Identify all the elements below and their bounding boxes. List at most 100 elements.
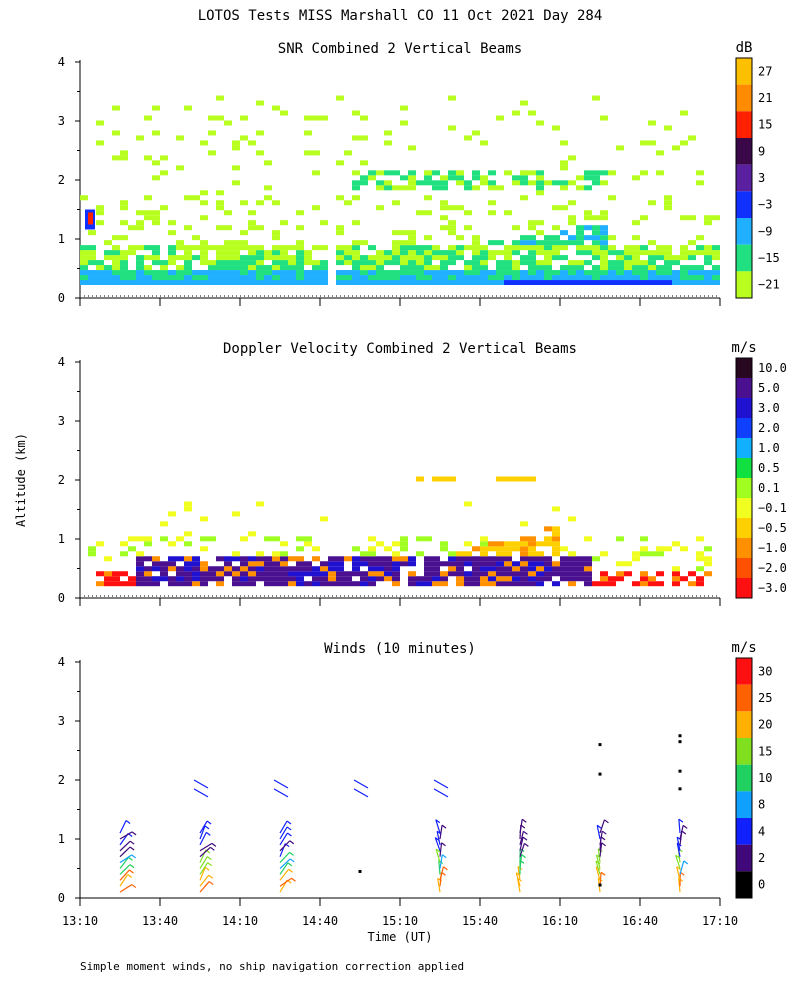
snr-cell — [368, 260, 376, 265]
snr-cell — [640, 170, 648, 175]
doppler-cell — [368, 581, 376, 586]
doppler-cell — [368, 566, 376, 571]
calm-marker — [359, 870, 362, 873]
snr-cell — [360, 180, 368, 185]
snr-cell — [256, 275, 264, 280]
snr-cell — [80, 255, 88, 260]
colorbar-label: 30 — [758, 664, 772, 678]
doppler-cell — [560, 561, 568, 566]
doppler-cell — [512, 576, 520, 581]
snr-cell — [128, 275, 136, 280]
doppler-cell — [288, 581, 296, 586]
doppler-cell — [448, 551, 456, 556]
snr-cell — [96, 140, 104, 145]
doppler-cell — [456, 566, 464, 571]
snr-cell — [352, 240, 360, 245]
doppler-cell — [184, 501, 192, 506]
wind-barb-flag — [523, 837, 527, 840]
snr-cell — [656, 265, 664, 270]
snr-cell — [208, 130, 216, 135]
y-tick-label: 1 — [58, 532, 65, 546]
doppler-cell — [416, 551, 424, 556]
doppler-cell — [248, 581, 256, 586]
snr-cell — [592, 175, 600, 180]
x-tick-label: 15:40 — [462, 914, 498, 928]
snr-cell — [240, 255, 248, 260]
snr-cell — [696, 265, 704, 270]
snr-cell — [488, 240, 496, 245]
doppler-cell — [216, 556, 224, 561]
doppler-cell — [640, 546, 648, 551]
doppler-cell — [392, 571, 400, 576]
y-tick-label: 0 — [58, 291, 65, 305]
doppler-cell — [144, 576, 152, 581]
snr-cell — [680, 255, 688, 260]
snr-cell — [624, 245, 632, 250]
calm-marker — [599, 773, 602, 776]
doppler-cell — [480, 566, 488, 571]
snr-cell — [424, 275, 432, 280]
snr-cell — [96, 270, 104, 275]
colorbar-swatch — [736, 378, 752, 398]
doppler-cell — [680, 546, 688, 551]
snr-cell — [640, 260, 648, 265]
snr-cell — [488, 185, 496, 190]
doppler-cell — [568, 576, 576, 581]
colorbar-swatch — [736, 358, 752, 378]
snr-cell — [512, 280, 520, 285]
snr-cell — [296, 270, 304, 275]
snr-cell — [176, 280, 184, 285]
doppler-cell — [432, 581, 440, 586]
snr-cell — [616, 265, 624, 270]
doppler-cell — [240, 576, 248, 581]
snr-cell — [568, 235, 576, 240]
doppler-cell — [160, 571, 168, 576]
doppler-cell — [504, 571, 512, 576]
snr-cell — [624, 255, 632, 260]
wind-barb — [274, 780, 288, 788]
snr-cell — [472, 175, 480, 180]
colorbar-swatch — [736, 818, 752, 845]
snr-cell — [120, 275, 128, 280]
snr-cell — [80, 265, 88, 270]
snr-cell — [632, 235, 640, 240]
snr-cell — [248, 210, 256, 215]
doppler-cell — [552, 551, 560, 556]
snr-cell — [352, 180, 360, 185]
snr-cell — [344, 280, 352, 285]
snr-cell — [200, 250, 208, 255]
snr-cell — [160, 155, 168, 160]
snr-cell — [664, 245, 672, 250]
snr-cell — [256, 150, 264, 155]
doppler-cell — [304, 581, 312, 586]
snr-cell — [104, 280, 112, 285]
snr-cell — [264, 195, 272, 200]
doppler-cell — [536, 541, 544, 546]
doppler-cell — [504, 581, 512, 586]
doppler-cell — [360, 561, 368, 566]
doppler-cell — [392, 556, 400, 561]
doppler-cell — [280, 541, 288, 546]
doppler-cell — [272, 536, 280, 541]
snr-cell — [664, 195, 672, 200]
snr-cell — [184, 225, 192, 230]
snr-cell — [272, 245, 280, 250]
snr-cell — [600, 115, 608, 120]
snr-cell — [424, 235, 432, 240]
snr-cell — [584, 175, 592, 180]
doppler-cell — [360, 551, 368, 556]
snr-cell — [448, 260, 456, 265]
snr-cell — [664, 200, 672, 205]
snr-cell — [664, 205, 672, 210]
snr-cell — [456, 245, 464, 250]
colorbar-swatch — [736, 791, 752, 818]
snr-cell — [464, 260, 472, 265]
x-tick-label: 16:40 — [622, 914, 658, 928]
snr-cell — [488, 275, 496, 280]
snr-cell — [280, 270, 288, 275]
snr-cell — [256, 270, 264, 275]
snr-cell — [584, 225, 592, 230]
snr-cell — [176, 240, 184, 245]
x-axis-label: Time (UT) — [367, 930, 432, 944]
snr-cell — [144, 215, 152, 220]
